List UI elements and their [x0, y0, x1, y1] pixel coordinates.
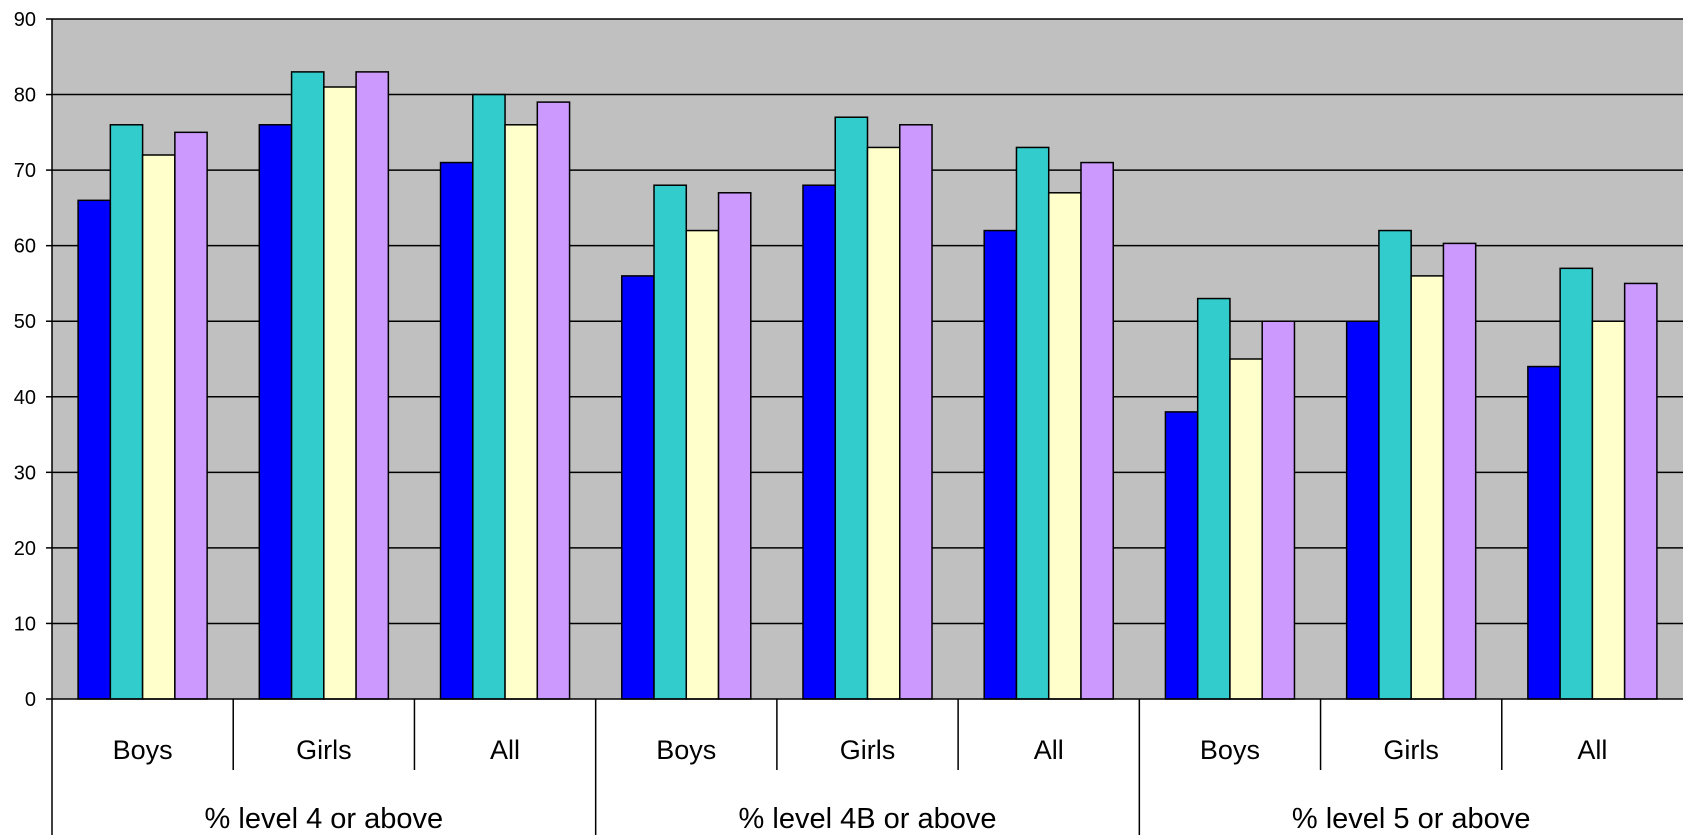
- bars: [77, 71, 1658, 700]
- y-tick-label: 20: [14, 538, 36, 560]
- x-category-label: Boys: [1200, 735, 1260, 765]
- x-category-label: Girls: [840, 735, 896, 765]
- y-tick-label: 70: [14, 160, 36, 182]
- y-axis-ticks: 0 10 20 30 40 50 60 70 80 90: [14, 9, 52, 711]
- x-category-label: Girls: [296, 735, 352, 765]
- bar: [472, 93, 506, 700]
- bar: [866, 146, 901, 700]
- bar: [621, 275, 655, 700]
- bar: [685, 229, 720, 700]
- bar: [717, 192, 752, 700]
- bar: [1410, 275, 1445, 700]
- bar: [834, 116, 869, 700]
- x-category-label: All: [1577, 735, 1607, 765]
- bar: [1164, 411, 1199, 700]
- bar: [1378, 229, 1412, 700]
- bar: [536, 101, 571, 700]
- bar: [1591, 320, 1626, 700]
- y-tick-label: 90: [14, 9, 36, 31]
- bar: [653, 184, 688, 700]
- bar: [109, 124, 144, 700]
- bar: [802, 184, 836, 700]
- bar: [1047, 192, 1082, 700]
- bar: [258, 124, 293, 700]
- bar: [439, 161, 474, 700]
- bar: [290, 71, 325, 700]
- bar: [1559, 267, 1594, 700]
- y-tick-label: 30: [14, 462, 36, 484]
- bar: [1229, 358, 1263, 700]
- x-category-label: All: [490, 735, 520, 765]
- x-category-label: All: [1034, 735, 1064, 765]
- bar: [323, 86, 357, 700]
- bar: [1015, 146, 1050, 700]
- x-group-label: % level 4B or above: [739, 803, 997, 835]
- bar: [77, 199, 112, 700]
- y-tick-label: 10: [14, 613, 36, 635]
- x-category-label: Girls: [1383, 735, 1439, 765]
- bar: [1196, 297, 1231, 700]
- bar: [504, 124, 539, 700]
- x-category-label: Boys: [113, 735, 173, 765]
- bar: [899, 124, 933, 700]
- x-category-label: Boys: [656, 735, 716, 765]
- y-tick-label: 0: [25, 689, 36, 711]
- bar: [355, 71, 390, 700]
- y-tick-label: 80: [14, 85, 36, 107]
- bar: [983, 229, 1018, 700]
- bar: [1623, 282, 1658, 700]
- y-tick-label: 50: [14, 311, 36, 333]
- bar: [1527, 365, 1561, 700]
- bar: [141, 154, 176, 700]
- bar: [1345, 320, 1380, 700]
- x-group-label: % level 4 or above: [205, 803, 444, 835]
- bar: [1080, 161, 1114, 700]
- x-group-label: % level 5 or above: [1292, 803, 1531, 835]
- y-tick-label: 40: [14, 387, 36, 409]
- y-tick-label: 60: [14, 236, 36, 258]
- bar: [1261, 320, 1296, 700]
- x-axis-categories: Boys Girls All Boys Girls All Boys Girls All % le…: [113, 699, 1607, 835]
- bar: [174, 131, 208, 700]
- bar: [1442, 242, 1477, 700]
